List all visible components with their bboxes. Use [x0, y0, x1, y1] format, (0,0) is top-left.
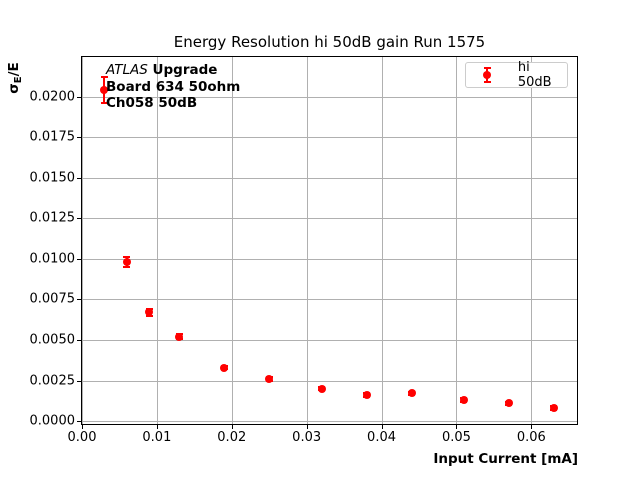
data-point-marker [459, 395, 468, 404]
error-bar-cap [100, 76, 108, 79]
y-tick-mark [77, 177, 81, 179]
data-point-marker [549, 404, 558, 413]
x-tick-mark [156, 425, 158, 429]
y-gridline [82, 299, 577, 301]
y-tick-label: 0.0200 [29, 89, 76, 105]
x-gridline [82, 57, 83, 424]
y-tick-mark [77, 380, 81, 382]
x-tick-mark [531, 425, 533, 429]
error-bar-cap [123, 256, 131, 259]
x-gridline [231, 57, 233, 424]
plot-area [81, 56, 578, 425]
x-tick-label: 0.01 [142, 430, 172, 445]
y-gridline [82, 380, 577, 382]
y-tick-mark [77, 258, 81, 260]
y-gridline [82, 96, 577, 98]
error-bar-cap [100, 102, 108, 105]
y-tick-label: 0.0175 [29, 129, 76, 145]
annotation-line-1-rest: Upgrade [152, 62, 218, 78]
data-point-marker [504, 399, 513, 408]
data-point-marker [220, 363, 229, 372]
x-gridline [381, 57, 383, 424]
x-tick-mark [231, 425, 233, 429]
y-tick-label: 0.0075 [29, 291, 76, 307]
y-tick-label: 0.0150 [29, 170, 76, 186]
data-point-marker [362, 391, 371, 400]
x-tick-label: 0.03 [292, 430, 322, 445]
y-tick-label: 0.0125 [29, 210, 76, 226]
annotation-experiment-name: ATLAS [106, 62, 148, 78]
x-gridline [456, 57, 458, 424]
x-tick-mark [381, 425, 383, 429]
data-point-marker [100, 86, 109, 95]
y-tick-label: 0.0100 [29, 251, 76, 267]
x-tick-label: 0.05 [441, 430, 471, 445]
data-point-marker [175, 332, 184, 341]
chart-title: Energy Resolution hi 50dB gain Run 1575 [173, 33, 486, 51]
y-gridline [82, 258, 577, 260]
data-point-marker [317, 384, 326, 393]
x-tick-label: 0.04 [367, 430, 397, 445]
x-gridline [531, 57, 533, 424]
error-bar-cap [123, 265, 131, 268]
legend: hi 50dB [465, 60, 568, 90]
data-point-marker [145, 308, 154, 317]
y-axis-label: σE/E [6, 48, 24, 108]
y-tick-mark [77, 299, 81, 301]
x-tick-mark [456, 425, 458, 429]
y-gridline [82, 137, 577, 139]
annotation-line-1: ATLAS Upgrade [106, 62, 240, 79]
legend-errorbar-icon [480, 65, 494, 85]
y-tick-label: 0.0050 [29, 332, 76, 348]
legend-label: hi 50dB [517, 60, 552, 90]
x-tick-mark [306, 425, 308, 429]
x-tick-mark [82, 425, 83, 429]
y-axis-label-subscript: E [13, 76, 24, 84]
data-point-marker [407, 389, 416, 398]
x-tick-label: 0.02 [217, 430, 247, 445]
x-gridline [156, 57, 158, 424]
annotation-text: ATLAS Upgrade Board 634 50ohm Ch058 50dB [106, 62, 240, 112]
annotation-line-2: Board 634 50ohm [106, 78, 241, 95]
y-tick-label: 0.0000 [29, 413, 76, 429]
y-tick-label: 0.0025 [29, 373, 76, 389]
y-tick-mark [77, 218, 81, 220]
annotation-line-3: Ch058 50dB [106, 95, 198, 111]
x-gridline [306, 57, 308, 424]
y-tick-mark [77, 421, 81, 423]
y-gridline [82, 339, 577, 341]
y-gridline [82, 421, 577, 423]
y-tick-mark [77, 96, 81, 98]
y-axis-label-rest: /E [6, 62, 22, 77]
y-gridline [82, 218, 577, 220]
y-tick-mark [77, 137, 81, 139]
x-tick-label: 0.06 [516, 430, 546, 445]
x-tick-label: 0.00 [67, 430, 97, 445]
y-tick-mark [77, 339, 81, 341]
x-axis-label: Input Current [mA] [433, 451, 578, 467]
data-point-marker [265, 374, 274, 383]
y-axis-label-sigma: σ [6, 83, 22, 94]
y-gridline [82, 177, 577, 179]
data-point-marker [122, 258, 131, 267]
